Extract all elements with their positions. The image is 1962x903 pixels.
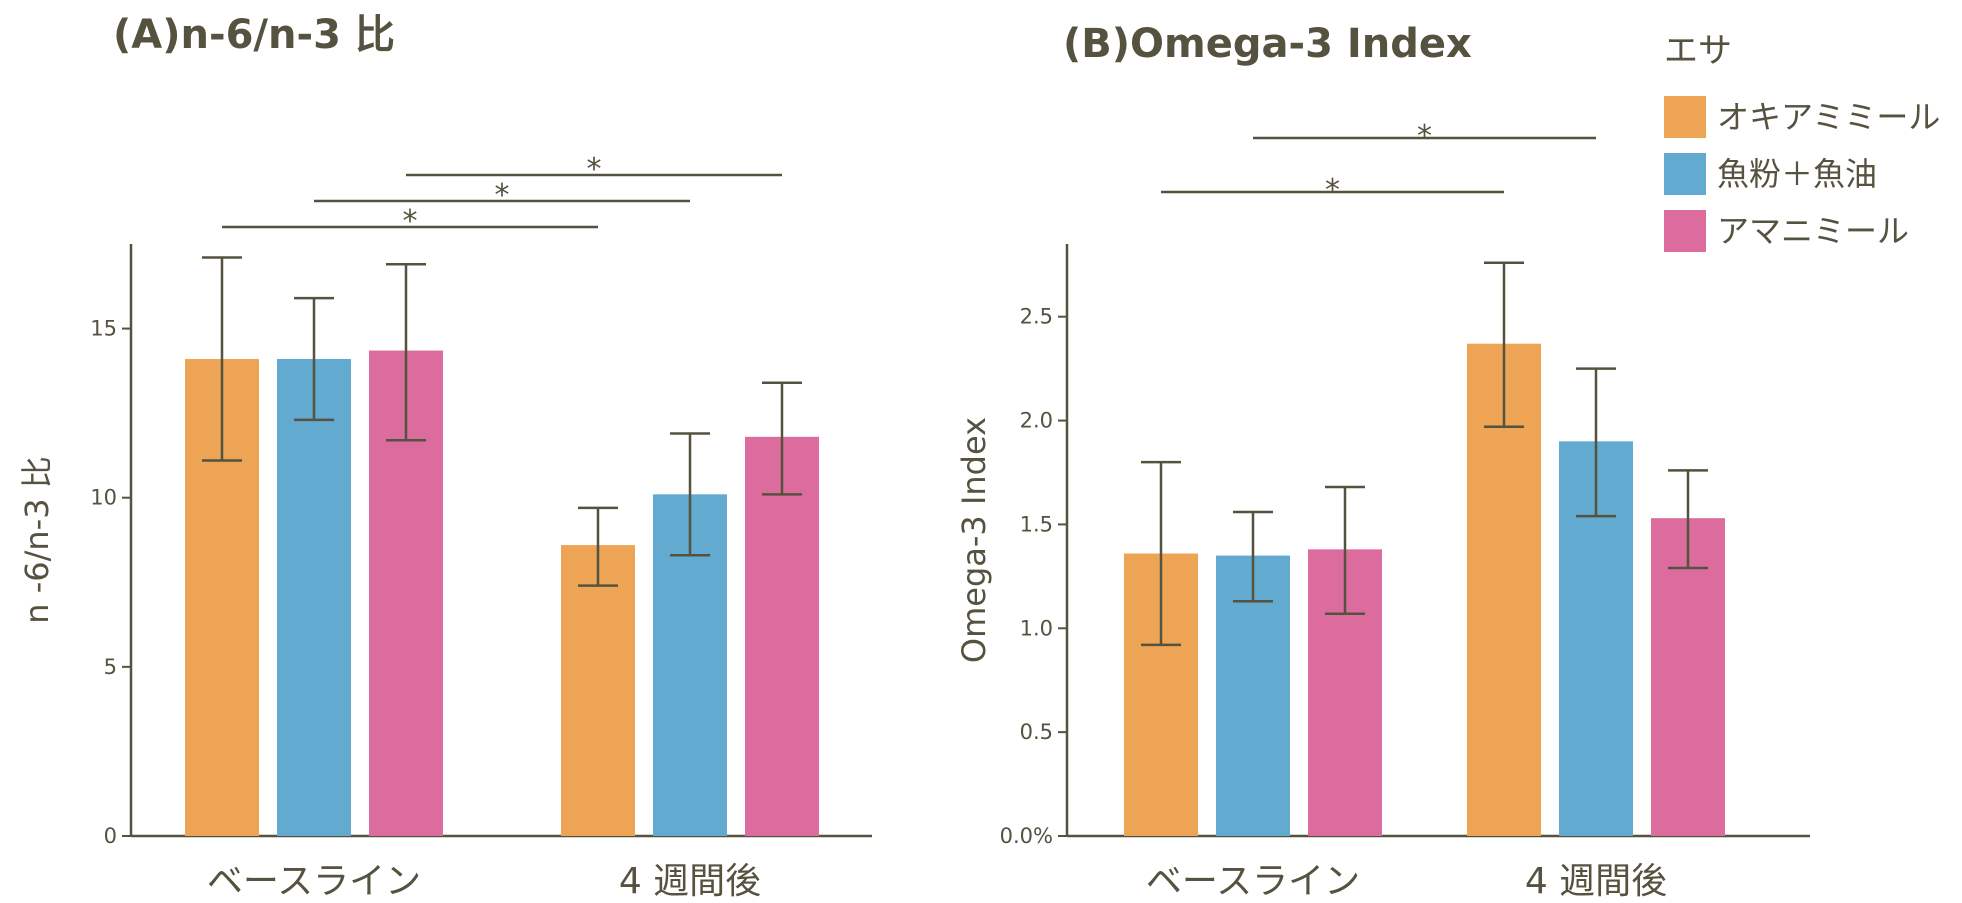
y-tick-label: 2.5 xyxy=(1020,305,1053,329)
y-tick-label: 2.0 xyxy=(1020,409,1053,433)
bar xyxy=(561,545,635,836)
y-tick-label: 0 xyxy=(104,824,117,848)
x-category-label: ベースライン xyxy=(1146,861,1360,902)
significance-marker: * xyxy=(495,178,510,213)
y-tick-label: 1.0 xyxy=(1020,616,1053,640)
bar xyxy=(745,436,819,836)
y-tick-label: 1.5 xyxy=(1020,512,1053,536)
legend-swatch xyxy=(1664,210,1706,252)
legend-title: エサ xyxy=(1664,31,1732,71)
y-tick-label: 0.0% xyxy=(1000,824,1053,848)
panel-title: (A)n-6/n-3 比 xyxy=(113,12,395,58)
legend-swatch xyxy=(1664,153,1706,195)
y-tick-label: 0.5 xyxy=(1020,720,1053,744)
legend-label: 魚粉＋魚油 xyxy=(1717,155,1877,193)
x-category-label: 4 週間後 xyxy=(619,861,761,902)
legend-label: オキアミミール xyxy=(1717,98,1940,136)
significance-marker: * xyxy=(403,204,418,239)
significance-marker: * xyxy=(1325,173,1340,208)
y-tick-label: 10 xyxy=(90,486,117,510)
x-category-label: 4 週間後 xyxy=(1525,861,1667,902)
y-tick-label: 5 xyxy=(104,655,117,679)
significance-marker: * xyxy=(1417,119,1432,154)
x-category-label: ベースライン xyxy=(207,861,421,902)
significance-marker: * xyxy=(587,152,602,187)
legend-swatch xyxy=(1664,96,1706,138)
panel-title: (B)Omega-3 Index xyxy=(1063,21,1472,67)
y-tick-label: 15 xyxy=(90,317,117,341)
legend-label: アマニミール xyxy=(1717,212,1909,250)
y-axis-label: Omega-3 Index xyxy=(955,417,993,663)
panel-b: (B)Omega-3 Index 0.0% 0.5 1.0 1.5 2.0 2.5 Omega… xyxy=(955,21,1810,902)
y-axis-label: n -6/n-3 比 xyxy=(18,456,56,624)
bar xyxy=(277,359,351,836)
bar xyxy=(1651,518,1725,836)
